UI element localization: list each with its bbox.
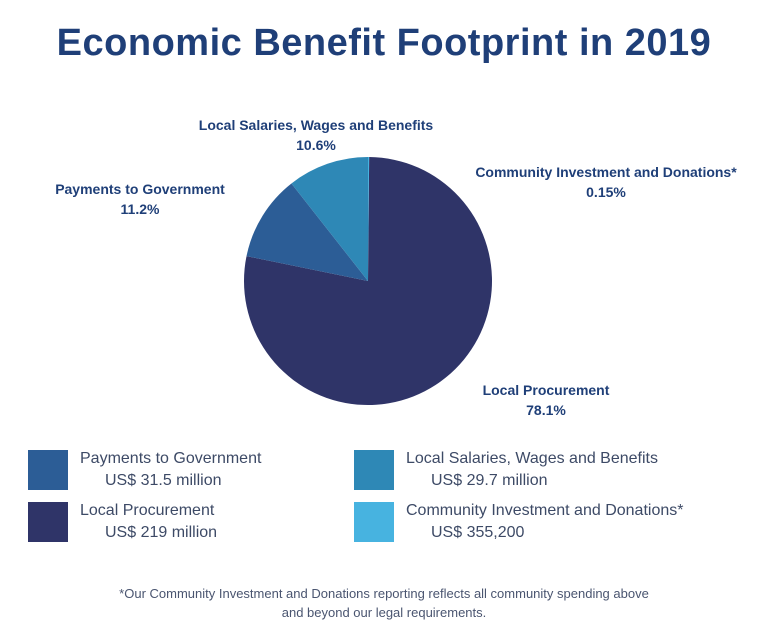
legend-amount: US$ 219 million <box>105 524 218 541</box>
footnote: *Our Community Investment and Donations … <box>0 584 768 622</box>
label-community-investment-pct: 0.15% <box>586 184 626 200</box>
legend-name: Payments to Government <box>80 450 262 467</box>
label-payments-government-pct: 11.2% <box>120 201 160 217</box>
label-local-procurement-pct: 78.1% <box>526 402 566 418</box>
legend-amount: US$ 29.7 million <box>431 472 548 489</box>
legend-swatch <box>28 450 68 490</box>
label-local-procurement-name: Local Procurement <box>482 382 610 398</box>
legend-swatch <box>354 450 394 490</box>
pie-slice-local-salaries-wages-and-benefits <box>291 157 368 281</box>
label-local-salaries-pct: 10.6% <box>296 137 336 153</box>
legend-swatch <box>28 502 68 542</box>
legend-amount: US$ 31.5 million <box>105 472 222 489</box>
label-payments-government-name: Payments to Government <box>55 181 225 197</box>
label-community-investment-name: Community Investment and Donations* <box>475 164 737 180</box>
label-local-salaries: Local Salaries, Wages and Benefits 10.6% <box>156 115 476 155</box>
pie-slice-community-investment-and-donations <box>368 157 370 281</box>
label-local-salaries-name: Local Salaries, Wages and Benefits <box>198 117 434 133</box>
chart-title: Economic Benefit Footprint in 2019 <box>56 22 712 64</box>
legend-name: Local Procurement <box>80 502 215 519</box>
legend-name: Local Salaries, Wages and Benefits <box>406 450 658 467</box>
label-payments-government: Payments to Government 11.2% <box>20 179 260 219</box>
footnote-line-1: *Our Community Investment and Donations … <box>119 586 649 601</box>
legend-swatch <box>354 502 394 542</box>
pie-slice-local-procurement <box>243 157 492 406</box>
label-community-investment: Community Investment and Donations* 0.15… <box>446 162 766 202</box>
legend-name: Community Investment and Donations* <box>406 502 684 519</box>
footnote-line-2: and beyond our legal requirements. <box>281 605 487 620</box>
pie-slice-payments-to-government <box>246 183 368 281</box>
label-local-procurement: Local Procurement 78.1% <box>426 380 666 420</box>
legend-amount: US$ 355,200 <box>431 524 525 541</box>
